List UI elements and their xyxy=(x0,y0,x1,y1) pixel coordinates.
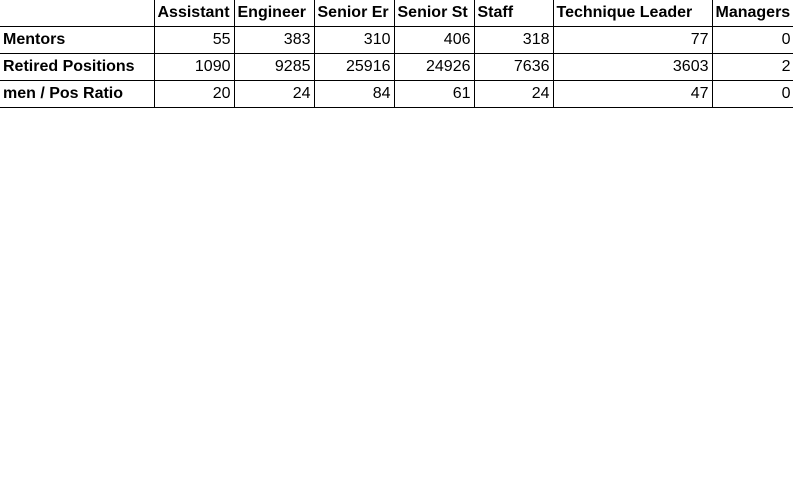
cell-retired-technique-leader[interactable]: 3603 xyxy=(553,53,713,81)
cell-mentors-engineer[interactable]: 383 xyxy=(234,26,315,54)
cell-mentors-managers[interactable]: 0 xyxy=(712,26,793,54)
column-header-senior-engineer[interactable]: Senior Er xyxy=(314,0,395,27)
cell-ratio-senior-engineer[interactable]: 84 xyxy=(314,80,395,108)
cell-retired-managers[interactable]: 2 xyxy=(712,53,793,81)
header-row: Assistant Engineer Senior Er Senior St S… xyxy=(0,0,793,27)
table-row-mentors: Mentors 55 383 310 406 318 77 0 xyxy=(0,26,793,54)
row-label-retired-positions[interactable]: Retired Positions xyxy=(0,53,155,81)
cell-ratio-staff[interactable]: 24 xyxy=(474,80,554,108)
column-header-technique-leader[interactable]: Technique Leader xyxy=(553,0,713,27)
column-header-managers[interactable]: Managers xyxy=(712,0,793,27)
column-header-engineer[interactable]: Engineer xyxy=(234,0,315,27)
data-table: Assistant Engineer Senior Er Senior St S… xyxy=(0,0,793,108)
column-header-staff[interactable]: Staff xyxy=(474,0,554,27)
cell-ratio-technique-leader[interactable]: 47 xyxy=(553,80,713,108)
table-row-ratio: men / Pos Ratio 20 24 84 61 24 47 0 xyxy=(0,80,793,108)
column-header-assistant[interactable]: Assistant xyxy=(154,0,235,27)
cell-retired-assistant[interactable]: 1090 xyxy=(154,53,235,81)
cell-mentors-technique-leader[interactable]: 77 xyxy=(553,26,713,54)
corner-cell[interactable] xyxy=(0,0,155,27)
cell-retired-senior-staff[interactable]: 24926 xyxy=(394,53,475,81)
cell-mentors-staff[interactable]: 318 xyxy=(474,26,554,54)
cell-mentors-senior-engineer[interactable]: 310 xyxy=(314,26,395,54)
cell-mentors-assistant[interactable]: 55 xyxy=(154,26,235,54)
cell-retired-engineer[interactable]: 9285 xyxy=(234,53,315,81)
cell-ratio-senior-staff[interactable]: 61 xyxy=(394,80,475,108)
cell-retired-staff[interactable]: 7636 xyxy=(474,53,554,81)
row-label-mentors[interactable]: Mentors xyxy=(0,26,155,54)
cell-retired-senior-engineer[interactable]: 25916 xyxy=(314,53,395,81)
cell-mentors-senior-staff[interactable]: 406 xyxy=(394,26,475,54)
cell-ratio-assistant[interactable]: 20 xyxy=(154,80,235,108)
row-label-ratio[interactable]: men / Pos Ratio xyxy=(0,80,155,108)
cell-ratio-managers[interactable]: 0 xyxy=(712,80,793,108)
column-header-senior-staff[interactable]: Senior St xyxy=(394,0,475,27)
table-row-retired-positions: Retired Positions 1090 9285 25916 24926 … xyxy=(0,53,793,81)
cell-ratio-engineer[interactable]: 24 xyxy=(234,80,315,108)
